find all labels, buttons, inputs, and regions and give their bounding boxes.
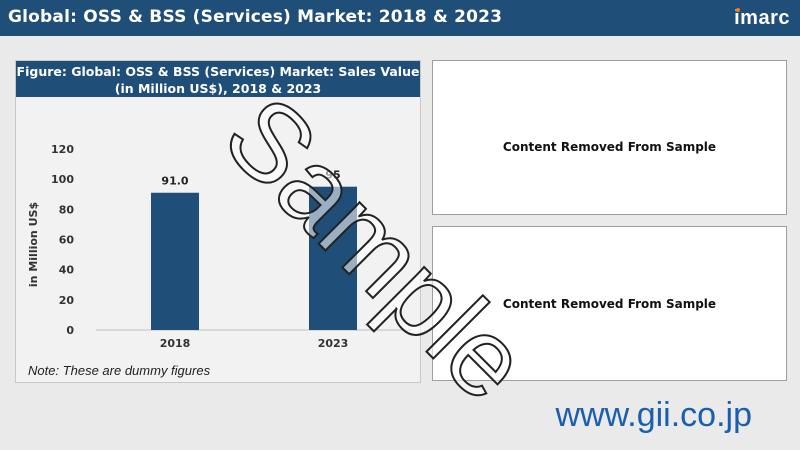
removed-text-top: Content Removed From Sample [502, 140, 717, 154]
y-tick-label: 100 [51, 173, 74, 186]
logo-dot-icon [736, 8, 741, 12]
header-bar: Global: OSS & BSS (Services) Market: 201… [0, 0, 800, 36]
logo-text: imarc [734, 7, 790, 29]
bar-data-label: 91.0 [161, 175, 188, 188]
figure-title: Figure: Global: OSS & BSS (Services) Mar… [16, 61, 420, 97]
page-title: Global: OSS & BSS (Services) Market: 201… [8, 7, 503, 27]
y-tick-label: 0 [66, 324, 74, 337]
imarc-logo: imarc [734, 7, 790, 30]
removed-panel-bottom: Content Removed From Sample [432, 226, 787, 381]
figure-title-line1: Figure: Global: OSS & BSS (Services) Mar… [16, 64, 420, 79]
y-tick-label: 120 [51, 143, 74, 156]
y-tick-label: 60 [59, 234, 75, 247]
y-tick-label: 20 [59, 294, 75, 307]
x-tick-label: 2018 [160, 337, 191, 350]
bar [151, 192, 199, 330]
figure-note: Note: These are dummy figures [28, 363, 211, 378]
footer-url: www.gii.co.jp [555, 396, 752, 434]
bar [309, 186, 357, 330]
bar-data-label: 95 [325, 169, 340, 182]
figure-panel: Figure: Global: OSS & BSS (Services) Mar… [15, 60, 421, 383]
x-tick-label: 2023 [318, 337, 349, 350]
y-tick-label: 40 [59, 264, 75, 277]
removed-text-bottom: Content Removed From Sample [502, 297, 717, 311]
y-axis-label: in Million US$ [27, 202, 40, 287]
removed-panel-top: Content Removed From Sample [432, 60, 787, 215]
figure-title-line2: (in Million US$), 2018 & 2023 [114, 81, 322, 96]
bar-chart: 0 20 40 60 80 100 120 in Million US$ 91.0 2018 95 2… [27, 143, 412, 350]
y-tick-label: 80 [59, 203, 75, 216]
